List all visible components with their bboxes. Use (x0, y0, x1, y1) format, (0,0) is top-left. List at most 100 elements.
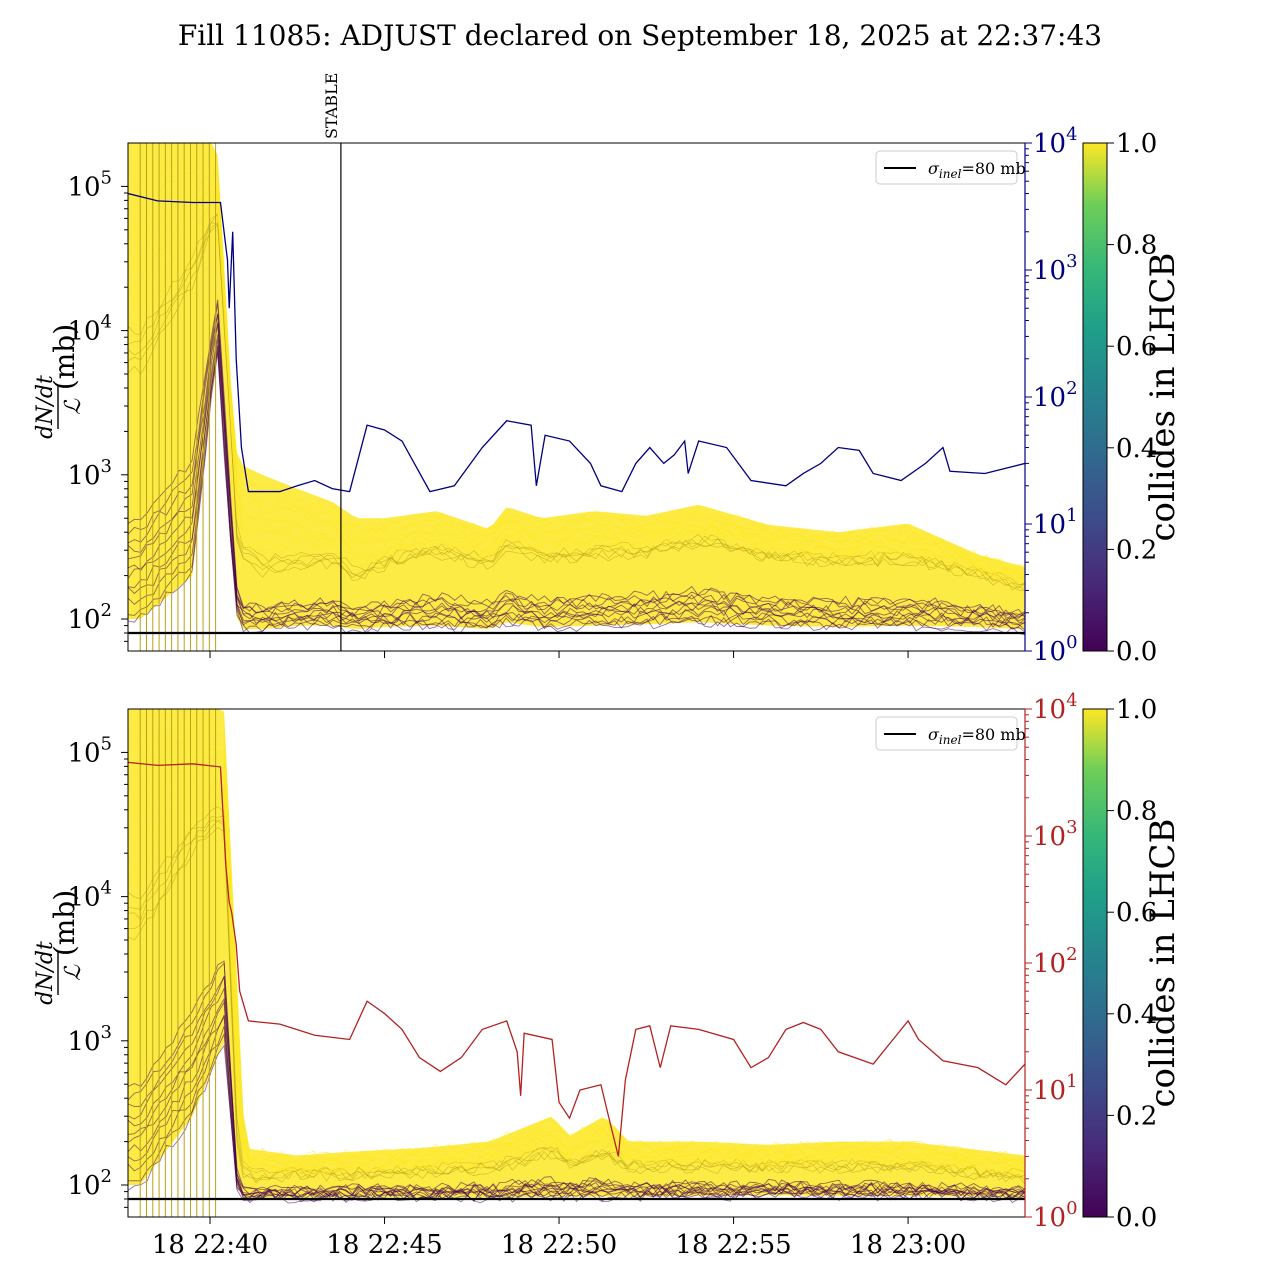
bunch-trace (128, 820, 1025, 1181)
x-tick-label: 18 22:50 (501, 1230, 617, 1260)
y-tick-label: 102 (67, 600, 112, 635)
colorbar-label: collides in LHCB (1143, 252, 1183, 541)
bunch-trace (128, 211, 1025, 583)
y2-tick-label: 104 (1033, 690, 1078, 725)
bunch-trace (128, 176, 1025, 579)
bunch-trace (128, 299, 1025, 618)
bunch-trace (128, 186, 1025, 580)
y-label-unit: (mb) (48, 890, 81, 956)
legend: σinel=80 mb (875, 716, 1026, 751)
bunch-trace (128, 193, 1025, 582)
bunch-trace (128, 719, 1025, 1162)
colorbar-tick-label: 0.8 (1116, 797, 1157, 827)
secondary-series-line (128, 192, 1025, 493)
y2-tick-label: 102 (1033, 944, 1078, 979)
colorbar-tick-label: 0.4 (1116, 434, 1157, 464)
bunch-trace (128, 975, 1025, 1197)
bunch-trace (128, 212, 1025, 586)
y-axis-label: dN/dt ℒ (mb) (33, 890, 86, 1005)
bunch-trace (128, 783, 1025, 1174)
bunch-trace (128, 794, 1025, 1178)
colorbar-tick-label: 0.4 (1116, 1000, 1157, 1030)
y-tick-label: 102 (67, 1166, 112, 1201)
bunch-trace (128, 748, 1025, 1168)
bunch-trace (128, 344, 1025, 631)
bunch-trace (128, 962, 1025, 1196)
bunch-trace (128, 801, 1025, 1178)
bunch-trace (128, 224, 1025, 591)
colorbar-tick-label: 1.0 (1116, 695, 1157, 725)
bunch-envelope-area (128, 709, 1025, 1198)
legend-box (875, 716, 1018, 751)
y2-tick-label: 101 (1033, 505, 1078, 540)
bunch-trace (128, 774, 1025, 1174)
bunch-trace (128, 346, 1025, 630)
bunch-trace (128, 763, 1025, 1173)
colorbar-tick-label: 0.6 (1116, 332, 1157, 362)
bunch-trace (128, 806, 1025, 1177)
colorbar-tick-label: 0.6 (1116, 898, 1157, 928)
colorbar-tick-label: 0.0 (1116, 637, 1157, 667)
y-tick-label: 104 (67, 878, 112, 913)
x-tick-label: 18 22:55 (675, 1230, 791, 1260)
colorbar: 0.0 0.2 0.4 0.6 0.8 1.0 collides in LHCB (1082, 129, 1183, 667)
bunch-trace (128, 745, 1025, 1167)
x-tick-label: 18 22:45 (326, 1230, 442, 1260)
x-tick-label: 18 22:40 (152, 1230, 268, 1260)
y-label-numerator: dN/dt (33, 941, 58, 1005)
bunch-trace (128, 773, 1025, 1173)
bunch-trace (128, 204, 1025, 584)
y-tick-label: 105 (67, 167, 112, 202)
bunch-trace (128, 162, 1025, 573)
bunch-envelope-area (128, 143, 1025, 630)
bunch-trace (128, 152, 1025, 570)
bunch-trace (128, 154, 1025, 574)
figure-title: Fill 11085: ADJUST declared on September… (178, 19, 1102, 52)
bunch-trace (128, 722, 1025, 1164)
y-tick-label: 103 (67, 1022, 112, 1057)
colorbar-gradient (1082, 708, 1108, 1218)
bunch-trace (128, 313, 1025, 620)
y2-tick-label: 103 (1033, 251, 1078, 286)
y2-tick-label: 101 (1033, 1071, 1078, 1106)
legend-label: σinel=80 mb (928, 725, 1026, 747)
colorbar-label: collides in LHCB (1143, 818, 1183, 1107)
y-label-denominator: ℒ (61, 964, 86, 981)
y2-tick-label: 103 (1033, 817, 1078, 852)
bunch-trace (128, 801, 1025, 1178)
colorbar-gradient (1082, 142, 1108, 652)
bunch-trace (128, 1014, 1025, 1201)
y-axis-label: dN/dt ℒ (mb) (33, 324, 86, 439)
x-tick-label: 18 23:00 (850, 1230, 966, 1260)
stable-marker-label: STABLE (322, 73, 341, 139)
bunch-trace (128, 758, 1025, 1170)
bunch-trace (128, 819, 1025, 1182)
legend-box (875, 150, 1018, 185)
colorbar-tick-label: 0.0 (1116, 1203, 1157, 1233)
y-tick-label: 105 (67, 733, 112, 768)
bunch-trace (128, 339, 1025, 627)
secondary-series-line (128, 761, 1025, 1157)
y-label-numerator: dN/dt (33, 375, 58, 439)
bunch-trace (128, 738, 1025, 1166)
colorbar-tick-label: 1.0 (1116, 129, 1157, 159)
legend: σinel=80 mb (875, 150, 1026, 185)
bunch-trace (128, 221, 1025, 589)
y-tick-label: 103 (67, 456, 112, 491)
bunch-trace (128, 352, 1025, 636)
y-label-unit: (mb) (48, 324, 81, 390)
y2-tick-label: 102 (1033, 378, 1078, 413)
y2-tick-label: 104 (1033, 124, 1078, 159)
bunch-trace (128, 323, 1025, 622)
colorbar-tick-label: 0.8 (1116, 231, 1157, 261)
bunch-trace (128, 755, 1025, 1169)
bunch-trace (128, 334, 1025, 626)
bunch-trace (128, 322, 1025, 623)
y2-tick-label: 100 (1033, 1198, 1078, 1233)
bottom-panel: 102 103 104 105 100 101 102 103 104 18 22:40 18 22… (33, 690, 1183, 1260)
y-tick-label: 104 (67, 312, 112, 347)
bunch-trace (128, 731, 1025, 1163)
y2-tick-label: 100 (1033, 632, 1078, 667)
bunch-trace (128, 214, 1025, 586)
